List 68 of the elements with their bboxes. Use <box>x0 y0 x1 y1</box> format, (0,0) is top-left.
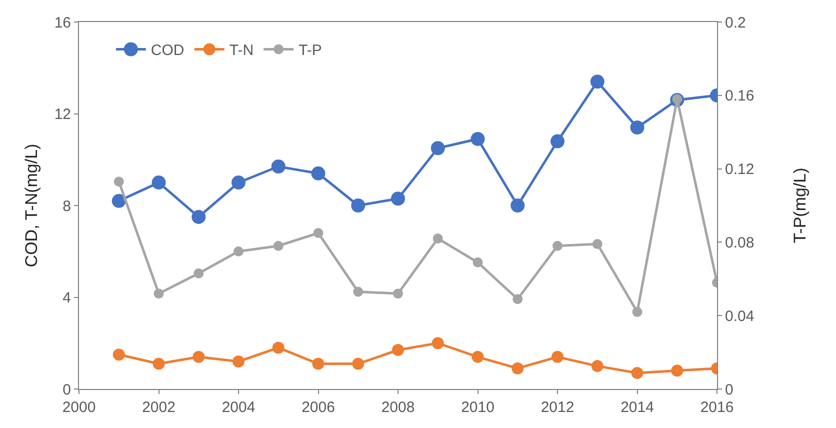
x-tick-label: 2012 <box>540 399 574 416</box>
point <box>470 132 485 146</box>
point <box>352 358 364 370</box>
point <box>512 362 524 374</box>
point <box>232 355 244 368</box>
x-tick-label: 2000 <box>62 399 96 416</box>
point <box>393 288 403 299</box>
point <box>430 141 445 156</box>
point <box>512 294 523 304</box>
point <box>353 286 364 297</box>
point <box>313 228 324 238</box>
point <box>114 176 124 187</box>
point <box>154 288 164 299</box>
x-tick-label: 2014 <box>620 399 654 416</box>
point <box>271 160 286 174</box>
y2-tick-label: 0.08 <box>725 234 754 252</box>
y2-tick-label: 0.16 <box>725 88 754 105</box>
point <box>152 358 165 370</box>
y2-tick-label: 0.2 <box>725 14 746 32</box>
point <box>152 176 166 190</box>
x-tick-label: 2016 <box>700 399 734 416</box>
legend-label: COD <box>150 42 184 60</box>
y2-tick-label: 0.04 <box>725 308 754 325</box>
point <box>472 350 484 363</box>
point <box>510 198 525 212</box>
y2-tick-label: 0 <box>725 381 734 398</box>
point <box>552 350 564 363</box>
point <box>234 246 244 256</box>
point <box>432 234 443 244</box>
x-tick-label: 2002 <box>142 399 176 416</box>
point <box>273 240 284 251</box>
point <box>631 366 644 379</box>
point <box>630 120 644 135</box>
point <box>112 348 125 361</box>
point <box>392 344 404 356</box>
point <box>550 134 564 148</box>
point <box>192 210 206 224</box>
y2-tick-label: 0.12 <box>725 161 754 178</box>
y-tick-label: 12 <box>54 106 71 123</box>
x-tick-label: 2004 <box>222 399 256 416</box>
legend-label: T-N <box>229 42 254 60</box>
y-tick-label: 0 <box>62 381 71 398</box>
point <box>590 74 604 89</box>
x-tick-label: 2010 <box>461 399 494 416</box>
point <box>432 337 444 350</box>
point <box>632 306 642 317</box>
x-tick-label: 2006 <box>302 399 335 416</box>
y-axis-title: COD, T-N(mg/L) <box>22 144 41 268</box>
y2-axis-title: T-P(mg/L) <box>790 168 810 244</box>
point <box>194 268 204 278</box>
y-tick-label: 16 <box>54 14 71 32</box>
y-tick-label: 8 <box>62 198 71 215</box>
point <box>312 358 324 370</box>
y-tick-label: 4 <box>62 290 71 306</box>
x-tick-label: 2008 <box>381 399 415 416</box>
point <box>232 176 246 190</box>
point <box>272 342 284 354</box>
point <box>472 257 483 268</box>
point <box>591 360 604 372</box>
point <box>112 194 126 208</box>
point <box>552 240 562 251</box>
point <box>192 350 205 363</box>
point <box>671 364 684 377</box>
legend-label: T-P <box>298 42 322 60</box>
point <box>391 192 405 206</box>
point <box>592 239 602 250</box>
point <box>311 166 326 180</box>
point <box>351 198 366 212</box>
